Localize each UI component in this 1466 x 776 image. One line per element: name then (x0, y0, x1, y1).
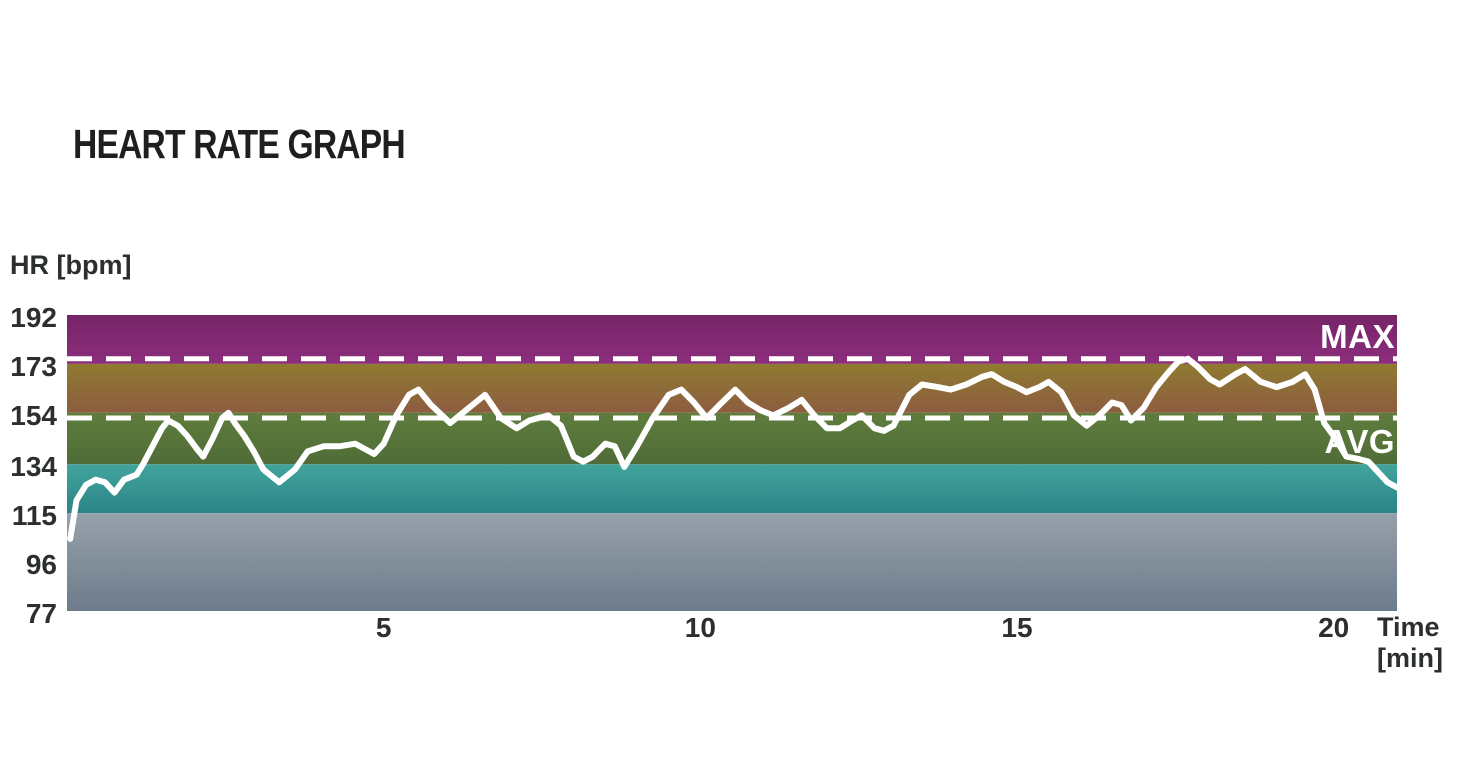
hr-zone-very-light (67, 513, 1397, 611)
y-tick-label: 115 (11, 500, 57, 532)
y-tick-label: 134 (10, 451, 57, 483)
x-tick-label: 15 (1001, 612, 1033, 643)
avg-line-label: AVG (1324, 422, 1395, 460)
page-title: HEART RATE GRAPH (73, 121, 406, 167)
y-tick-label: 77 (25, 598, 57, 629)
y-tick-label: 192 (10, 302, 57, 333)
heart-rate-series (67, 355, 1400, 542)
max-line-label: MAX (1320, 317, 1395, 355)
x-axis-label-line1: Time (1377, 612, 1440, 642)
hr-zone-hard (67, 363, 1397, 413)
y-tick-label: 173 (10, 350, 57, 382)
y-tick-label: 96 (25, 549, 57, 581)
x-tick-label: 10 (684, 612, 716, 643)
y-axis-label: HR [bpm] (10, 250, 132, 280)
hr-zone-moderate (67, 412, 1397, 465)
x-tick-label: 20 (1318, 612, 1350, 643)
hr-zone-maximum (67, 315, 1397, 364)
x-tick-label: 5 (375, 612, 392, 643)
x-axis-label-line2: [min] (1377, 643, 1443, 673)
y-tick-label: 154 (10, 399, 57, 431)
x-axis-label: Time [min] (1377, 612, 1443, 674)
